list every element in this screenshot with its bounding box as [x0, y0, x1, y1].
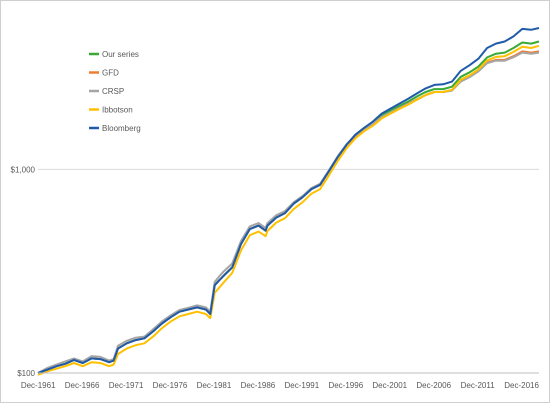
series-line-gfd	[37, 50, 540, 374]
y-tick-label: $1,000	[11, 165, 36, 174]
x-tick-label: Dec-1966	[65, 381, 100, 390]
legend-label: CRSP	[102, 87, 124, 96]
legend: Our series GFD CRSP Ibbotson Bloomberg	[89, 50, 141, 133]
legend-label: Bloomberg	[102, 124, 141, 133]
x-tick-label: Dec-1981	[197, 381, 232, 390]
series-line-bloomberg	[37, 27, 540, 374]
x-tick-label: Dec-2006	[416, 381, 451, 390]
series-layer	[37, 27, 540, 376]
x-tick-label: Dec-1971	[109, 381, 144, 390]
legend-label: GFD	[102, 69, 119, 78]
legend-label: Ibbotson	[102, 106, 133, 115]
x-tick-label: Dec-2001	[372, 381, 407, 390]
grid-layer	[38, 168, 539, 374]
x-tick-label: Dec-1991	[285, 381, 320, 390]
x-tick-label: Dec-2011	[461, 381, 496, 390]
x-tick-label: Dec-1961	[21, 381, 56, 390]
x-tick-label: Dec-1976	[153, 381, 188, 390]
axis-layer: $100 $1,000 Dec-1961 Dec-1966 Dec-1971 Dec-19…	[11, 165, 540, 390]
x-tick-label: Dec-2016	[504, 381, 539, 390]
series-line-crsp	[37, 51, 540, 374]
x-tick-label: Dec-1996	[328, 381, 363, 390]
x-tick-label: Dec-1986	[241, 381, 276, 390]
y-tick-label: $100	[17, 369, 35, 378]
series-line-ibbotson	[37, 44, 540, 376]
legend-label: Our series	[102, 50, 139, 59]
